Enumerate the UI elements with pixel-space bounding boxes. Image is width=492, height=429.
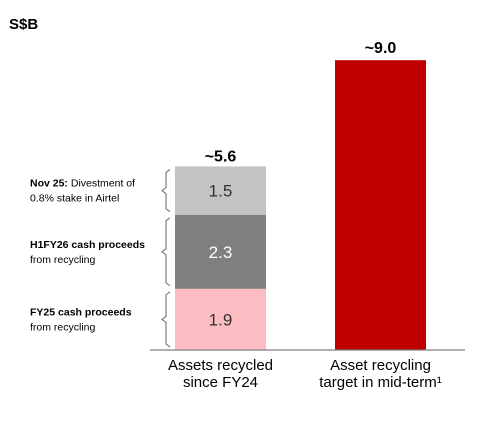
target-bar (335, 60, 426, 350)
total-label-target: ~9.0 (365, 40, 397, 57)
stack-segment-3 (175, 166, 266, 215)
segment-annotation-line2: from recycling (30, 254, 96, 266)
category-label: since FY24 (183, 374, 258, 391)
segment-value-label: 1.9 (209, 310, 233, 329)
segment-annotation-line1: FY25 cash proceeds (30, 306, 132, 318)
category-label: target in mid-term¹ (319, 374, 442, 391)
unit-label: S$B (9, 16, 39, 33)
stack-segment-2 (175, 214, 266, 289)
category-label: Assets recycled (168, 357, 273, 374)
segment-annotation-line1: Nov 25: Divestment of (30, 178, 135, 190)
segment-annotation-line2: 0.8% stake in Airtel (30, 193, 119, 205)
stack-segment-1 (175, 288, 266, 350)
category-label: Asset recycling (330, 357, 431, 374)
segment-bracket (161, 168, 171, 213)
segment-annotation-line1: H1FY26 cash proceeds (30, 239, 145, 251)
segment-bracket (161, 217, 171, 287)
segment-bracket (161, 291, 171, 348)
segment-value-label: 1.5 (209, 182, 233, 201)
segment-value-label: 2.3 (209, 243, 233, 262)
segment-annotation-line2: from recycling (30, 321, 96, 333)
total-label-assets-recycled: ~5.6 (205, 149, 237, 166)
